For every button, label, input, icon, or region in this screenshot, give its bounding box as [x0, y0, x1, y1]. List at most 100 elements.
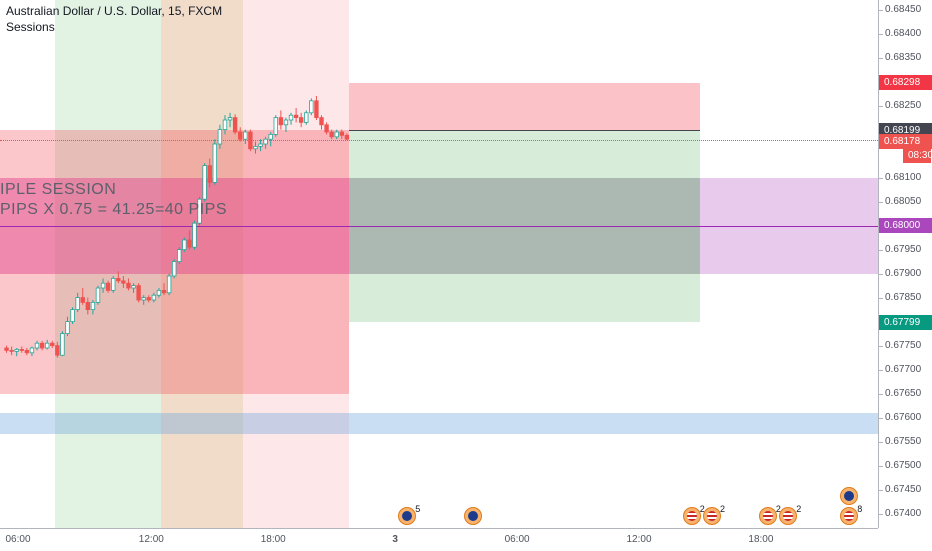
candle: [212, 139, 218, 185]
candle: [298, 112, 304, 128]
us-event-1-icon[interactable]: 2: [682, 504, 705, 525]
flag-icon: [844, 511, 855, 521]
price-badge: 0.68178: [879, 133, 932, 149]
price-tickmark: [879, 105, 883, 107]
event-count: 2: [796, 504, 802, 514]
price-tickmark: [879, 465, 883, 467]
price-tick: 0.67750: [885, 339, 922, 351]
event-count: 2: [699, 504, 705, 514]
time-label: 12:00: [626, 534, 652, 545]
indicator-label[interactable]: Sessions: [6, 20, 55, 34]
price-tickmark: [879, 393, 883, 395]
price-tick: 0.68350: [885, 51, 922, 63]
flag-icon: [468, 511, 479, 521]
event-count: 2: [775, 504, 781, 514]
candle: [146, 295, 151, 303]
candle: [105, 280, 111, 293]
price-tickmark: [879, 273, 883, 275]
event-count: 5: [415, 504, 421, 514]
candle: [192, 220, 197, 250]
price-tick: 0.67600: [885, 411, 922, 423]
au-event-1-icon[interactable]: 5: [398, 504, 420, 525]
flag-icon: [686, 511, 697, 521]
candle: [314, 96, 319, 120]
candle: [304, 110, 309, 125]
us-event-4-icon[interactable]: 2: [779, 504, 801, 525]
candle: [243, 129, 248, 144]
note-line-2: PIPS X 0.75 = 41.25=40 PIPS: [0, 201, 227, 218]
au-event-2-icon[interactable]: [464, 507, 483, 525]
candle: [29, 346, 35, 357]
candle: [263, 136, 268, 149]
candle: [253, 141, 258, 154]
price-tickmark: [879, 57, 883, 59]
candlestick-series: [4, 96, 350, 358]
candle: [217, 124, 223, 149]
flag-icon: [402, 511, 413, 521]
price-badge: 0.68000: [879, 218, 932, 234]
candle: [44, 339, 50, 350]
candle: [293, 108, 299, 123]
price-axis[interactable]: 0.684500.684000.683500.682500.682000.681…: [878, 0, 932, 528]
price-tick: 0.67500: [885, 459, 922, 471]
projection-upper: [349, 82, 700, 131]
price-badge: 0.67799: [879, 314, 932, 330]
candle: [268, 132, 273, 147]
price-tick: 0.67700: [885, 363, 922, 375]
price-tick: 0.67450: [885, 483, 922, 495]
time-axis[interactable]: 06:00 12:00 18:00 3 06:00 12:00 18:00: [0, 528, 878, 551]
time-label: 3: [392, 534, 398, 545]
event-count: 8: [857, 504, 863, 514]
price-tickmark: [879, 489, 883, 491]
flag-icon: [707, 511, 718, 521]
candle: [55, 341, 60, 358]
price-tick: 0.68250: [885, 99, 922, 111]
candle: [39, 340, 45, 351]
symbol-title[interactable]: Australian Dollar / U.S. Dollar, 15, FXC…: [6, 4, 223, 18]
candle: [65, 316, 70, 336]
london-session: [54, 0, 162, 528]
us-event-2-icon[interactable]: 2: [703, 504, 725, 525]
us-event-5-icon[interactable]: 8: [840, 504, 862, 525]
flag-icon: [783, 511, 794, 521]
candle: [187, 230, 192, 250]
candle: [85, 297, 91, 315]
candle: [141, 295, 146, 305]
chart-header: Australian Dollar / U.S. Dollar, 15, FXC…: [6, 3, 222, 35]
price-tickmark: [879, 249, 883, 251]
price-tickmark: [879, 297, 883, 299]
candle: [121, 276, 126, 288]
last-price-line: [349, 130, 700, 132]
candle: [126, 278, 131, 291]
session-note: IPLE SESSION PIPS X 0.75 = 41.25=40 PIPS: [0, 180, 227, 220]
candle: [334, 129, 339, 140]
candle: [232, 114, 238, 135]
price-tick: 0.67900: [885, 267, 922, 279]
candle: [309, 98, 314, 116]
au-event-3-icon[interactable]: [840, 487, 859, 505]
candle: [80, 288, 85, 305]
price-tickmark: [879, 513, 883, 515]
candle: [222, 115, 228, 135]
candle: [273, 115, 278, 137]
price-tick: 0.67550: [885, 435, 922, 447]
candle: [258, 139, 263, 152]
candle: [95, 285, 101, 305]
candle: [116, 271, 121, 284]
candle: [100, 278, 106, 293]
candle: [34, 340, 40, 351]
price-tickmark: [879, 345, 883, 347]
ny-session: [242, 0, 350, 528]
price-tickmark: [879, 177, 883, 179]
bid-line: [0, 140, 878, 142]
candle: [197, 196, 202, 226]
note-line-1: IPLE SESSION: [0, 181, 117, 198]
candle: [131, 283, 136, 293]
candle: [14, 348, 19, 357]
candle: [70, 307, 75, 324]
event-count: 2: [720, 504, 726, 514]
candle: [339, 129, 345, 140]
candle: [161, 283, 167, 296]
us-event-3-icon[interactable]: 2: [758, 504, 781, 525]
